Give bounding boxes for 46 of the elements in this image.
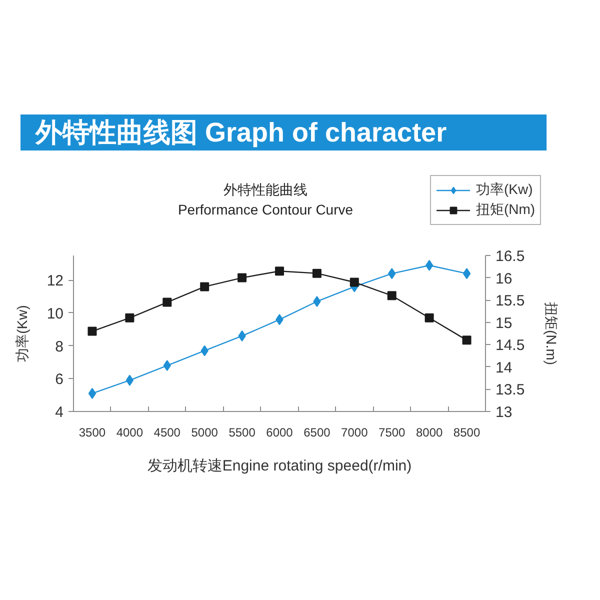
point [424, 313, 434, 322]
y2-tick-label: 16.5 [496, 248, 525, 265]
chart-subtitle: 外特性能曲线 Performance Contour Curve [178, 182, 354, 218]
point [312, 268, 322, 278]
legend-label: 扭矩(Nm) [476, 201, 536, 219]
y2-tick-label: 14.5 [496, 337, 525, 354]
point [462, 336, 472, 345]
point [88, 388, 96, 399]
point [387, 291, 396, 300]
y-tick-label: 10 [46, 305, 64, 322]
y2-tick-label: 15 [496, 314, 512, 332]
point [350, 278, 359, 287]
point [425, 260, 434, 271]
x-tick-label: 8500 [453, 426, 480, 440]
point [126, 374, 134, 386]
x-axis-title: 发动机转速Engine rotating speed(r/min) [147, 458, 412, 474]
y2-tick-label: 13.5 [496, 382, 525, 399]
chart-title: 外特性曲线图 Graph of character [34, 118, 448, 148]
point [125, 313, 134, 322]
point [238, 273, 247, 282]
y-tick-label: 8 [55, 338, 64, 356]
y-tick-label: 12 [46, 272, 64, 290]
point [462, 268, 471, 280]
x-tick-label: 7500 [378, 426, 406, 440]
point [88, 326, 97, 336]
y2-tick-label: 15.5 [496, 292, 525, 310]
x-tick-label: 6000 [266, 426, 294, 440]
y2-axis-title: 扭矩(N.m) [544, 302, 560, 366]
point [200, 282, 210, 292]
y2-tick-label: 16 [496, 270, 512, 288]
point [275, 266, 284, 276]
y2-tick-label: 13 [496, 404, 512, 421]
x-tick-label: 8000 [416, 426, 443, 440]
x-tick-label: 5500 [228, 426, 256, 440]
x-tick-label: 6500 [304, 426, 331, 440]
x-tick-label: 3500 [78, 426, 106, 440]
y-tick-label: 6 [55, 371, 64, 388]
point [162, 298, 172, 307]
legend-label: 功率(Kw) [476, 181, 533, 199]
x-tick-label: 7000 [341, 426, 368, 440]
x-tick-label: 4000 [116, 426, 144, 440]
y-axis-title: 功率(Kw) [14, 305, 30, 362]
x-tick-label: 5000 [191, 426, 218, 440]
x-tick-label: 4500 [154, 426, 181, 440]
y2-tick-label: 14 [496, 359, 512, 376]
y-tick-label: 4 [55, 404, 64, 421]
